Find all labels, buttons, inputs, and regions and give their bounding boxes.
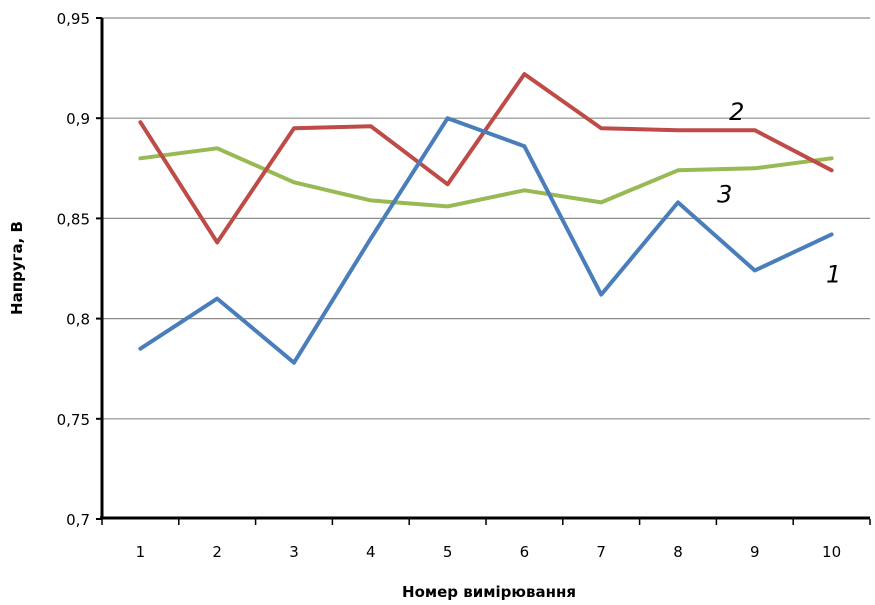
- series-2-line: [138, 72, 834, 245]
- gridlines: [102, 17, 870, 420]
- y-axis-title: Напруга, В: [8, 221, 26, 315]
- y-tick-label: 0,85: [57, 210, 90, 228]
- x-tick-label: 10: [822, 543, 841, 561]
- x-tick-label: 1: [136, 543, 146, 561]
- series-1-line: [138, 116, 834, 365]
- x-tick-label: 4: [366, 543, 376, 561]
- y-tick-labels: 0,7 0,75 0,8 0,85 0,9 0,95: [57, 10, 102, 529]
- x-tick-label: 6: [520, 543, 530, 561]
- x-tick-label: 8: [673, 543, 683, 561]
- y-tick-label: 0,95: [57, 10, 90, 28]
- series-1-label: 1: [826, 260, 841, 288]
- series-3-line: [138, 146, 834, 209]
- x-tick-label: 2: [212, 543, 222, 561]
- series-labels: 1 2 3: [717, 98, 841, 288]
- series-lines: [138, 72, 834, 365]
- x-axis-title: Номер вимірювання: [402, 583, 576, 601]
- y-tick-label: 0,75: [57, 411, 90, 429]
- x-tick-label: 3: [289, 543, 299, 561]
- y-tick-label: 0,9: [66, 110, 90, 128]
- series-3-label: 3: [717, 180, 732, 208]
- x-tick-label: 5: [443, 543, 453, 561]
- y-tick-label: 0,8: [66, 311, 90, 329]
- axes: [100, 18, 870, 520]
- x-tick-labels: 1 2 3 4 5 6 7 8 9 10: [101, 519, 871, 561]
- x-tick-label: 7: [596, 543, 606, 561]
- y-tick-label: 0,7: [66, 511, 90, 529]
- series-2-label: 2: [729, 98, 744, 126]
- x-tick-label: 9: [750, 543, 760, 561]
